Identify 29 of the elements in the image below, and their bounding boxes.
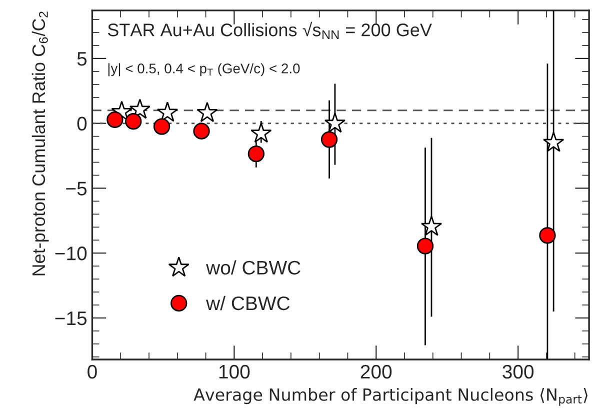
point [420, 216, 442, 236]
x-tick-label: 300 [502, 364, 534, 379]
point [324, 112, 346, 133]
point [539, 227, 556, 244]
y-tick-label: 5 [77, 52, 87, 66]
y-axis-title: Net-proton Cumulant Ratio C$_{6}$/C$_{2}$ [32, 12, 49, 276]
point [416, 238, 434, 254]
y-tick-label: −15 [55, 312, 87, 326]
point [125, 113, 142, 130]
text: STAR Au+Au Collisions √s$_{NN}$ = 200 GeV [108, 22, 432, 40]
y-tick-label: 0 [77, 116, 87, 131]
point [542, 132, 564, 152]
point [320, 131, 338, 148]
y-tick-label: −10 [55, 246, 87, 260]
y-tick-label: −5 [66, 182, 87, 196]
x-axis-title: Average Number of Participant Nucleons ⟨N$_{part}$⟩ [194, 388, 588, 406]
x-tick-label: 100 [219, 364, 250, 379]
point [196, 102, 218, 122]
legend-label: wo/ CBWC [206, 260, 300, 275]
point [248, 145, 265, 162]
point [153, 118, 170, 135]
legend-label: w/ CBWC [206, 296, 290, 310]
point [193, 122, 210, 140]
point [250, 122, 272, 143]
text: |y| < 0.5, 0.4 < p$_{T}$ (GeV/c) < 2.0 [108, 63, 300, 76]
point [106, 111, 124, 128]
x-tick-label: 0 [88, 364, 97, 379]
x-tick-label: 200 [360, 364, 392, 379]
point [156, 102, 178, 122]
